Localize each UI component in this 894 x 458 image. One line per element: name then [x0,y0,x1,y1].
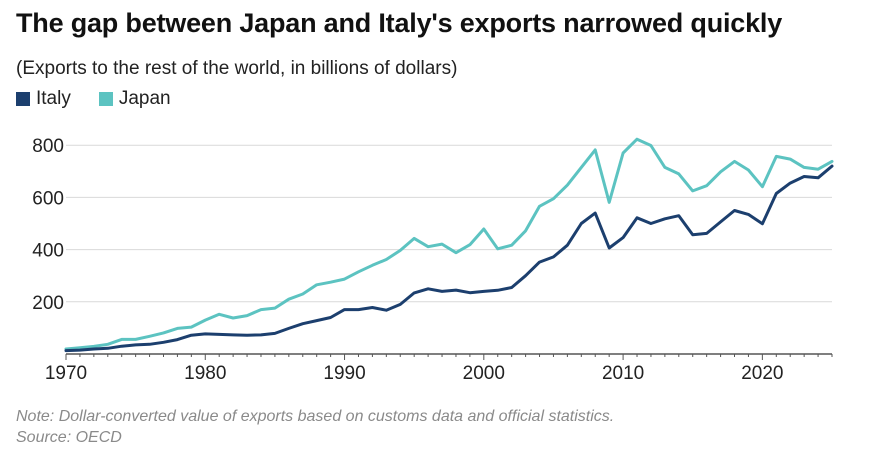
legend-swatch-italy [16,92,30,106]
note-text: Note: Dollar-converted value of exports … [16,408,615,425]
series-line-japan [64,137,834,351]
y-tick-label: 800 [32,136,64,157]
y-tick-label: 600 [32,188,64,209]
legend-item-italy: Italy [16,88,71,110]
x-tick-label: 2000 [463,363,505,384]
line-chart: 200 400 600 800 1970 1980 1990 2000 2010 2020 [32,136,834,384]
series-line-italy [64,164,834,353]
x-tick-label: 2010 [602,363,644,384]
x-tick-label: 1970 [45,363,87,384]
chart-title: The gap between Japan and Italy's export… [16,8,783,38]
x-tick-label: 1990 [323,363,365,384]
legend-item-japan: Japan [98,88,171,110]
legend: Italy Japan [16,88,199,110]
y-tick-label: 200 [32,293,64,314]
chart-note: Note: Dollar-converted value of exports … [16,406,614,448]
y-tick-label: 400 [32,241,64,262]
chart-subtitle: (Exports to the rest of the world, in bi… [16,58,458,79]
legend-swatch-japan [98,92,113,106]
x-tick-label: 1980 [184,363,226,384]
source-text: Source: OECD [16,429,122,446]
legend-label-japan: Japan [118,88,171,109]
legend-label-italy: Italy [36,88,71,109]
x-tick-label: 2020 [741,363,783,384]
